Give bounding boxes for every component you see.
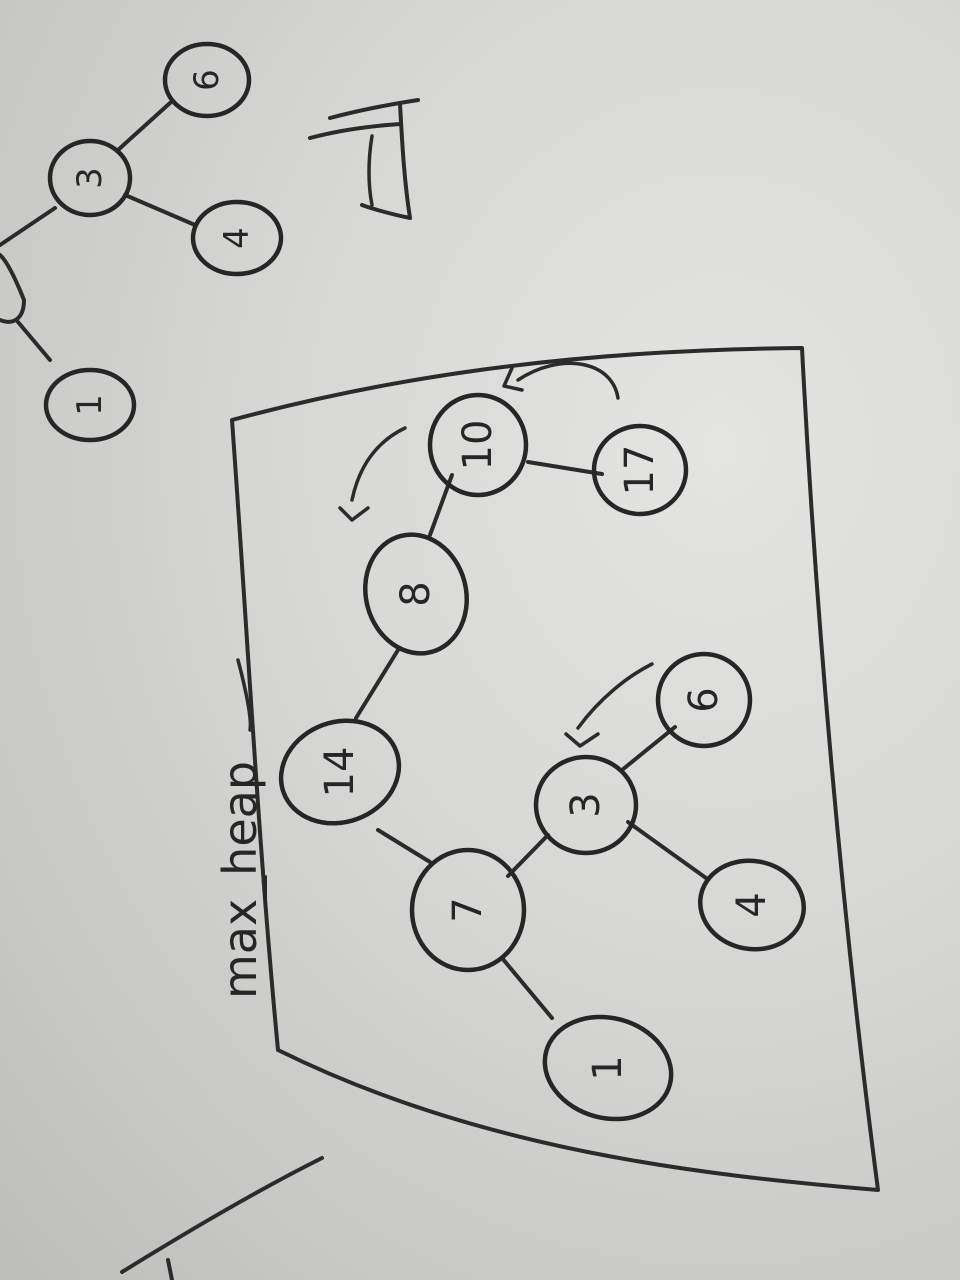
node-8-label: 8	[393, 581, 439, 606]
node-10-label: 10	[455, 420, 501, 471]
corner-mark: 7	[308, 98, 420, 220]
max-heap-title: max_heap	[213, 761, 267, 999]
swap-arrow-10-top-head	[502, 366, 524, 392]
partial-node-3-label: 3	[70, 167, 110, 189]
corner-mark-hook-stroke	[360, 102, 412, 220]
title-tail-stroke	[236, 658, 253, 732]
swap-arrow-8-10-head	[338, 506, 370, 522]
edge-partial-offpage-1	[16, 320, 52, 362]
edge-14-7	[376, 828, 432, 864]
main-tree-nodes: 14 8 10 17 7 3	[278, 392, 807, 1122]
edge-3-6	[620, 725, 677, 772]
edge-partial-offpage-3	[0, 206, 57, 247]
node-8: 8	[363, 532, 469, 656]
node-10: 10	[427, 392, 529, 498]
partial-node-6: 6	[162, 41, 252, 119]
node-7: 7	[409, 847, 527, 973]
node-3: 3	[533, 754, 639, 856]
corner-mark-inner-stroke	[367, 134, 374, 207]
edge-partial-3-4	[123, 193, 197, 227]
main-tree-edges	[354, 460, 708, 1020]
node-14: 14	[278, 718, 402, 826]
node-14-label: 14	[317, 747, 363, 798]
edge-14-8	[354, 648, 400, 720]
edge-7-3	[506, 833, 550, 878]
stray-stroke-diagonal	[120, 1156, 324, 1274]
node-3-label: 3	[563, 792, 609, 817]
node-6: 6	[655, 651, 753, 749]
edge-partial-3-6	[116, 101, 172, 152]
node-4-label: 4	[729, 892, 775, 917]
edge-7-1	[500, 956, 554, 1020]
node-4: 4	[697, 858, 807, 952]
corner-mark-top-stroke	[328, 98, 420, 120]
partial-node-6-label: 6	[187, 69, 227, 91]
partial-node-3: 3	[47, 138, 133, 218]
node-1: 1	[542, 1014, 674, 1122]
max-heap-title-group: max_heap	[213, 658, 267, 999]
node-6-label: 6	[681, 687, 727, 712]
edge-3-4	[626, 820, 708, 880]
edge-10-17	[526, 460, 604, 476]
node-17: 17	[591, 423, 689, 517]
stray-strokes	[120, 1156, 324, 1280]
node-17-label: 17	[617, 445, 663, 496]
stray-stroke-tick	[166, 1258, 174, 1280]
partial-node-1-label: 1	[70, 394, 110, 416]
partial-node-4: 4	[190, 199, 284, 277]
node-1-label: 1	[585, 1055, 631, 1080]
swap-arrow-3-6	[576, 662, 654, 730]
swap-arrow-8-10	[350, 426, 407, 502]
corner-mark-top-stroke-2	[308, 122, 402, 140]
max-heap-frame	[230, 346, 880, 1192]
partial-tree-offpage-node	[0, 253, 26, 324]
swap-arrows	[338, 361, 654, 748]
node-7-label: 7	[445, 897, 491, 922]
partial-tree: 3 6 4 1	[0, 41, 284, 443]
partial-node-4-label: 4	[217, 227, 257, 249]
swap-arrow-10-top	[516, 361, 620, 400]
swap-arrow-3-6-head	[564, 732, 600, 748]
partial-node-1: 1	[43, 367, 137, 443]
